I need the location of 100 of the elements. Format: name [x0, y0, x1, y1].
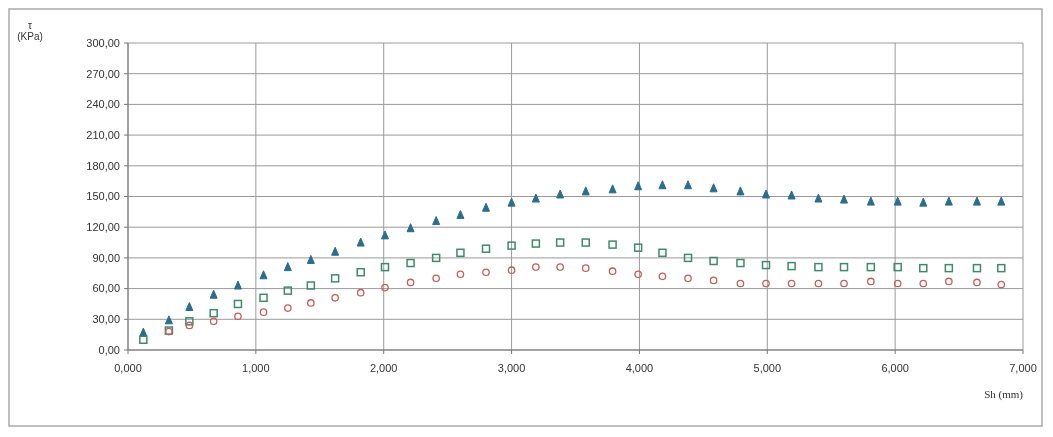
- x-tick-label: 2,000: [369, 362, 398, 374]
- point: [306, 281, 316, 290]
- point: [840, 194, 848, 204]
- point: [866, 196, 875, 206]
- point: [331, 246, 340, 256]
- y-tick-label: 0,00: [98, 343, 120, 356]
- point: [973, 278, 981, 287]
- point: [164, 315, 173, 325]
- point: [581, 238, 590, 247]
- point: [259, 270, 268, 280]
- point: [814, 279, 823, 288]
- x-axis-title: Sh (mm): [984, 388, 1024, 401]
- point: [456, 209, 465, 219]
- point: [330, 274, 340, 283]
- point: [556, 189, 565, 199]
- point: [482, 202, 490, 212]
- point: [233, 299, 243, 309]
- y-axis-title: τ (KPa): [17, 20, 43, 42]
- point: [634, 181, 643, 191]
- point: [709, 276, 718, 285]
- point: [787, 261, 796, 271]
- point: [944, 263, 954, 273]
- point: [919, 263, 928, 273]
- point: [406, 223, 415, 233]
- y-tick-label: 180,00: [86, 159, 120, 172]
- point: [867, 277, 875, 286]
- point: [919, 197, 928, 207]
- y-tick-label: 240,00: [86, 98, 120, 111]
- point: [972, 196, 981, 206]
- point: [532, 263, 540, 271]
- point: [893, 262, 902, 272]
- point: [507, 266, 516, 275]
- point: [380, 262, 390, 272]
- point: [683, 253, 693, 263]
- x-tick-label: 1,000: [242, 362, 270, 374]
- point: [531, 239, 541, 248]
- point: [456, 248, 465, 258]
- point: [709, 183, 718, 193]
- x-tick-label: 4,000: [625, 362, 654, 374]
- x-tick-label: 7,000: [1009, 362, 1037, 374]
- point: [481, 244, 491, 253]
- point: [139, 335, 148, 345]
- point: [634, 270, 642, 279]
- x-tick-label: 5,000: [753, 362, 782, 374]
- point: [762, 279, 770, 288]
- point: [684, 274, 692, 283]
- point: [709, 256, 718, 266]
- point: [482, 268, 490, 277]
- point: [432, 274, 440, 283]
- point: [556, 263, 565, 271]
- point: [997, 280, 1006, 289]
- point: [840, 279, 848, 288]
- point: [259, 308, 268, 316]
- point: [839, 262, 849, 272]
- point: [608, 240, 617, 249]
- point: [658, 272, 667, 281]
- point: [684, 180, 693, 190]
- point: [787, 279, 796, 288]
- point: [736, 279, 745, 288]
- point: [761, 260, 771, 270]
- point: [283, 286, 293, 295]
- point: [306, 299, 315, 307]
- point: [893, 196, 902, 206]
- point: [380, 230, 389, 240]
- point: [608, 184, 617, 194]
- point: [814, 193, 823, 203]
- point: [356, 288, 365, 297]
- point: [381, 283, 389, 292]
- point: [139, 327, 148, 337]
- point: [531, 193, 540, 203]
- point: [658, 248, 667, 258]
- y-tick-label: 150,00: [86, 190, 120, 203]
- point: [331, 293, 339, 302]
- point: [608, 267, 617, 276]
- point: [787, 190, 796, 200]
- point: [432, 216, 441, 226]
- point: [972, 263, 982, 273]
- x-tick-label: 6,000: [881, 362, 909, 374]
- point: [185, 321, 194, 330]
- y-tick-label: 270,00: [86, 67, 120, 80]
- point: [814, 262, 823, 272]
- point: [555, 238, 565, 247]
- point: [283, 304, 292, 312]
- point: [306, 254, 315, 264]
- point: [406, 258, 415, 268]
- point: [507, 197, 516, 207]
- point: [736, 258, 745, 268]
- point: [944, 277, 953, 286]
- point: [944, 196, 953, 206]
- x-tick-label: 0,000: [114, 362, 142, 374]
- point: [233, 280, 242, 290]
- point: [762, 189, 771, 199]
- point: [997, 196, 1006, 206]
- point: [185, 317, 194, 326]
- y-tick-label: 30,00: [92, 313, 120, 326]
- point: [997, 263, 1006, 273]
- point: [633, 243, 643, 252]
- point: [356, 237, 365, 247]
- point: [893, 279, 902, 288]
- point: [356, 267, 365, 277]
